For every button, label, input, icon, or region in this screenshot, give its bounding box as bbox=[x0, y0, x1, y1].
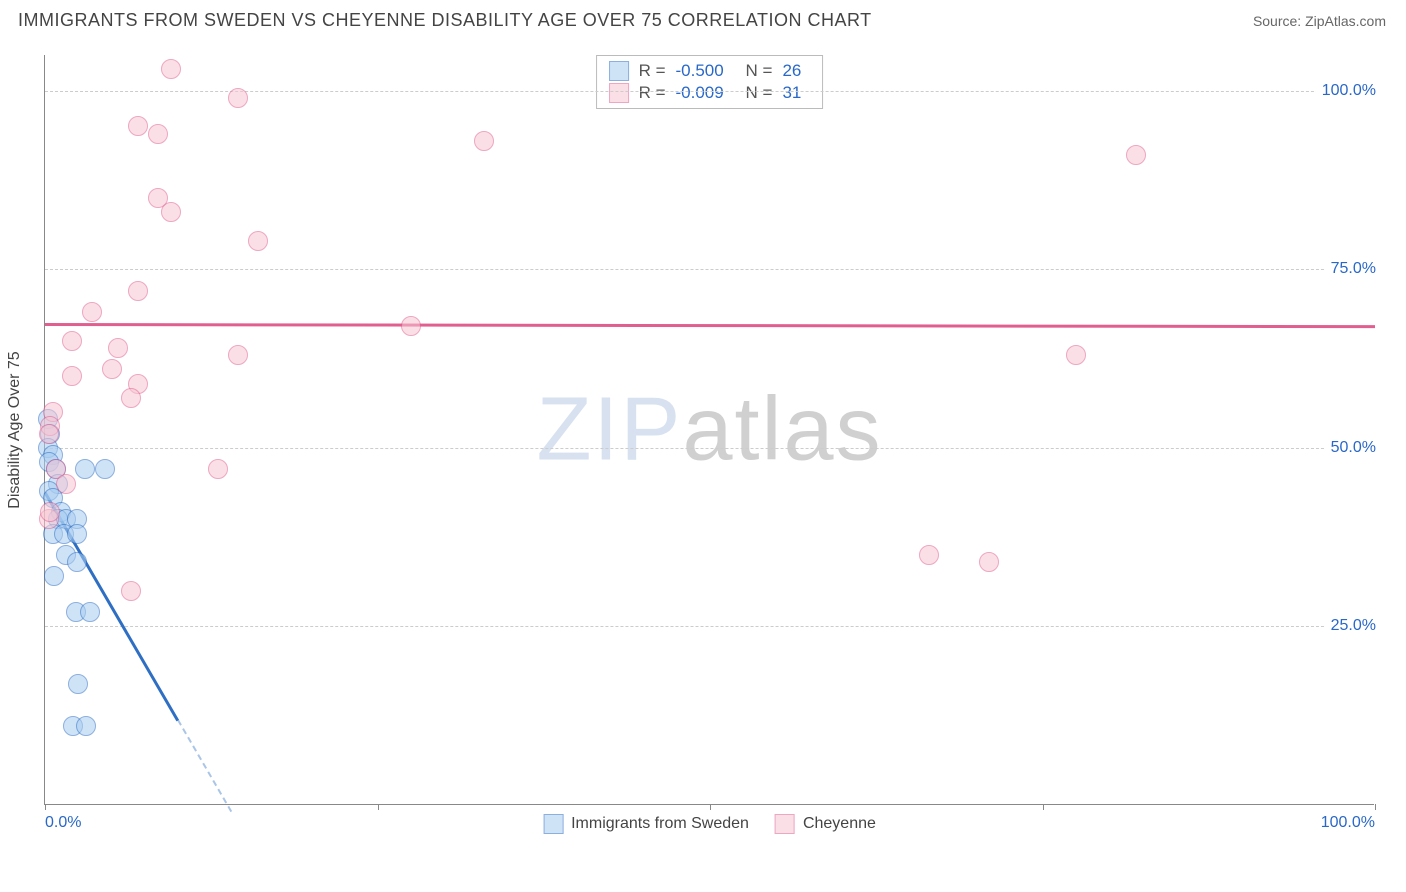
y-tick-label: 75.0% bbox=[1325, 260, 1376, 278]
data-point bbox=[62, 366, 82, 386]
x-tick-label: 100.0% bbox=[1321, 814, 1375, 832]
stats-legend-box: R = -0.500 N = 26 R = -0.009 N = 31 bbox=[596, 55, 824, 109]
r-value: -0.500 bbox=[676, 61, 736, 81]
legend-label: Immigrants from Sweden bbox=[571, 815, 749, 833]
stats-row: R = -0.500 N = 26 bbox=[609, 60, 811, 82]
data-point bbox=[148, 124, 168, 144]
series-legend: Immigrants from Sweden Cheyenne bbox=[543, 814, 876, 834]
source-name: ZipAtlas.com bbox=[1305, 13, 1386, 29]
legend-swatch bbox=[609, 83, 629, 103]
x-tick bbox=[1043, 804, 1044, 810]
data-point bbox=[75, 459, 95, 479]
x-tick bbox=[378, 804, 379, 810]
x-tick bbox=[710, 804, 711, 810]
x-tick bbox=[1375, 804, 1376, 810]
r-label: R = bbox=[639, 61, 666, 81]
data-point bbox=[248, 231, 268, 251]
chart-header: IMMIGRANTS FROM SWEDEN VS CHEYENNE DISAB… bbox=[0, 0, 1406, 37]
data-point bbox=[80, 602, 100, 622]
source-prefix: Source: bbox=[1253, 13, 1305, 29]
data-point bbox=[67, 552, 87, 572]
data-point bbox=[128, 116, 148, 136]
legend-label: Cheyenne bbox=[803, 815, 876, 833]
data-point bbox=[1066, 345, 1086, 365]
y-axis-title: Disability Age Over 75 bbox=[6, 351, 24, 508]
n-label: N = bbox=[746, 83, 773, 103]
watermark-part2: atlas bbox=[682, 379, 882, 479]
data-point bbox=[44, 566, 64, 586]
legend-swatch bbox=[543, 814, 563, 834]
chart-title: IMMIGRANTS FROM SWEDEN VS CHEYENNE DISAB… bbox=[18, 10, 872, 31]
data-point bbox=[1126, 145, 1146, 165]
data-point bbox=[56, 474, 76, 494]
data-point bbox=[228, 345, 248, 365]
data-point bbox=[102, 359, 122, 379]
data-point bbox=[68, 674, 88, 694]
data-point bbox=[40, 502, 60, 522]
r-value: -0.009 bbox=[676, 83, 736, 103]
watermark-part1: ZIP bbox=[536, 379, 682, 479]
x-tick bbox=[45, 804, 46, 810]
r-label: R = bbox=[639, 83, 666, 103]
n-value: 31 bbox=[782, 83, 810, 103]
data-point bbox=[401, 316, 421, 336]
x-tick-label: 0.0% bbox=[45, 814, 81, 832]
data-point bbox=[67, 524, 87, 544]
trend-line bbox=[45, 323, 1375, 328]
legend-swatch bbox=[609, 61, 629, 81]
gridline-h bbox=[45, 626, 1374, 627]
data-point bbox=[108, 338, 128, 358]
scatter-chart: ZIPatlas Disability Age Over 75 R =-0.50… bbox=[44, 55, 1374, 805]
data-point bbox=[95, 459, 115, 479]
y-tick-label: 25.0% bbox=[1325, 617, 1376, 635]
data-point bbox=[62, 331, 82, 351]
legend-swatch bbox=[775, 814, 795, 834]
data-point bbox=[228, 88, 248, 108]
trend-line bbox=[177, 720, 232, 812]
data-point bbox=[161, 59, 181, 79]
legend-item: Immigrants from Sweden bbox=[543, 814, 749, 834]
data-point bbox=[121, 581, 141, 601]
data-point bbox=[82, 302, 102, 322]
data-point bbox=[474, 131, 494, 151]
data-point bbox=[919, 545, 939, 565]
data-point bbox=[208, 459, 228, 479]
data-point bbox=[39, 424, 59, 444]
data-point bbox=[121, 388, 141, 408]
legend-item: Cheyenne bbox=[775, 814, 876, 834]
y-tick-label: 50.0% bbox=[1325, 439, 1376, 457]
data-point bbox=[979, 552, 999, 572]
y-tick-label: 100.0% bbox=[1316, 82, 1376, 100]
data-point bbox=[161, 202, 181, 222]
gridline-h bbox=[45, 448, 1374, 449]
n-label: N = bbox=[746, 61, 773, 81]
source-attribution: Source: ZipAtlas.com bbox=[1253, 13, 1386, 29]
stats-row: R = -0.009 N = 31 bbox=[609, 82, 811, 104]
data-point bbox=[128, 281, 148, 301]
n-value: 26 bbox=[782, 61, 810, 81]
gridline-h bbox=[45, 269, 1374, 270]
data-point bbox=[76, 716, 96, 736]
watermark: ZIPatlas bbox=[536, 378, 882, 481]
